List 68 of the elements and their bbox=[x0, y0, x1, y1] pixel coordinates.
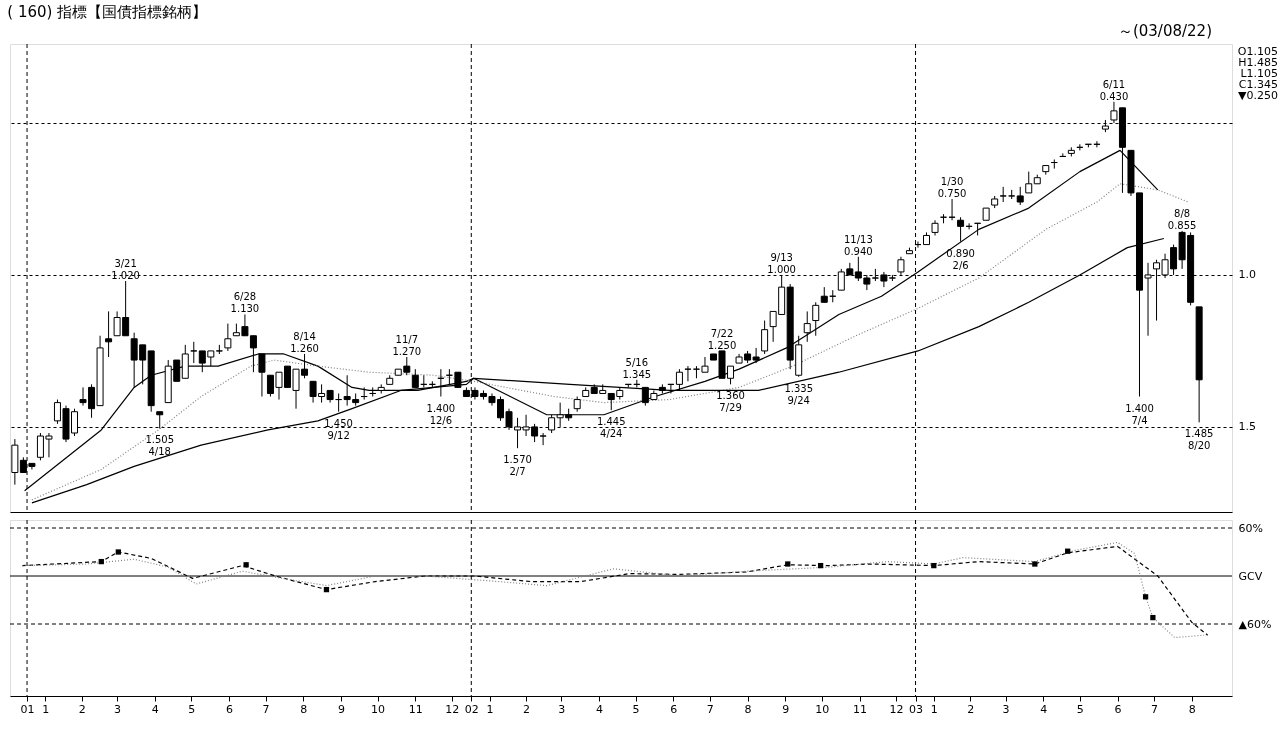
x-tick-label: 6 bbox=[1114, 702, 1122, 716]
x-tick-label: 12 bbox=[445, 702, 460, 716]
y-tick-label: GCV bbox=[1238, 569, 1263, 583]
text: H1.485 bbox=[1238, 56, 1278, 69]
annotation: 9/13 1.000 bbox=[767, 251, 796, 275]
x-tick-label: 7 bbox=[1151, 702, 1159, 716]
x-tick-label: 5 bbox=[188, 702, 196, 716]
x-tick-label: 3 bbox=[558, 702, 566, 716]
x-tick-label: 01 bbox=[20, 702, 35, 716]
x-tick-label: 4 bbox=[1040, 702, 1048, 716]
text: ▼0.250 bbox=[1238, 89, 1278, 102]
x-tick-label: 8 bbox=[1188, 702, 1196, 716]
x-tick-label: 2 bbox=[78, 702, 86, 716]
annotation: 6/28 1.130 bbox=[230, 291, 260, 315]
x-tick-label: 7 bbox=[706, 702, 714, 716]
x-tick-label: 8 bbox=[744, 702, 752, 716]
annotation: 0.890 2/6 bbox=[946, 247, 975, 271]
annotation: 1/30 0.750 bbox=[937, 175, 967, 199]
y-tick-label: 1.0 bbox=[1238, 268, 1256, 282]
x-tick-label: 5 bbox=[632, 702, 640, 716]
x-tick-label: 02 bbox=[464, 702, 479, 716]
x-tick-label: 3 bbox=[114, 702, 122, 716]
chart-subtitle: ～(03/08/22) bbox=[1117, 22, 1212, 40]
x-tick-label: 2 bbox=[523, 702, 531, 716]
text: C1.345 bbox=[1238, 78, 1278, 91]
x-tick-label: 3 bbox=[1002, 702, 1010, 716]
x-tick-label: 12 bbox=[889, 702, 904, 716]
annotation: 8/8 0.855 bbox=[1167, 207, 1197, 231]
x-tick-label: 5 bbox=[1076, 702, 1084, 716]
x-tick-label: 7 bbox=[262, 702, 270, 716]
x-tick-label: 1 bbox=[486, 702, 494, 716]
annotation: 3/21 1.020 bbox=[111, 258, 140, 282]
x-tick-label: 9 bbox=[338, 702, 346, 716]
x-tick-label: 8 bbox=[300, 702, 308, 716]
y-tick-label: 1.5 bbox=[1238, 420, 1256, 434]
annotation: 1.335 9/24 bbox=[784, 382, 814, 406]
x-tick-label: 4 bbox=[596, 702, 604, 716]
text: L1.105 bbox=[1240, 67, 1278, 80]
annotation: 1.450 9/12 bbox=[324, 417, 353, 441]
x-tick-label: 6 bbox=[226, 702, 234, 716]
annotation: 1.505 4/18 bbox=[145, 434, 175, 458]
chart-title: ( 160) 指標【国債指標銘柄】 bbox=[7, 3, 208, 21]
annotation: 1.400 7/4 bbox=[1125, 402, 1154, 426]
x-tick-label: 10 bbox=[815, 702, 830, 716]
text: O1.105 bbox=[1237, 45, 1278, 58]
x-tick-label: 6 bbox=[670, 702, 678, 716]
annotation: 6/11 0.430 bbox=[1099, 78, 1129, 102]
annotation: 7/22 1.250 bbox=[707, 327, 737, 351]
annotation: 11/7 1.270 bbox=[392, 334, 422, 358]
annotation: 11/13 0.940 bbox=[843, 233, 873, 257]
x-tick-label: 11 bbox=[408, 702, 423, 716]
annotation: 5/16 1.345 bbox=[622, 356, 652, 380]
x-tick-label: 4 bbox=[151, 702, 159, 716]
annotation: 1.570 2/7 bbox=[503, 454, 532, 478]
y-tick-label: ▲60% bbox=[1238, 617, 1272, 631]
x-tick-label: 1 bbox=[42, 702, 50, 716]
x-tick-label: 11 bbox=[853, 702, 868, 716]
annotation: 1.360 7/29 bbox=[716, 390, 745, 414]
x-tick-label: 2 bbox=[967, 702, 975, 716]
x-tick-label: 9 bbox=[782, 702, 790, 716]
annotation: 1.400 12/6 bbox=[426, 402, 456, 426]
y-tick-label: 60% bbox=[1238, 521, 1263, 535]
annotation: 8/14 1.260 bbox=[290, 330, 319, 354]
x-tick-label: 03 bbox=[909, 702, 924, 716]
annotation: 1.445 4/24 bbox=[596, 416, 626, 440]
x-tick-label: 10 bbox=[371, 702, 386, 716]
annotation: 1.485 8/20 bbox=[1184, 428, 1214, 452]
x-tick-label: 1 bbox=[930, 702, 938, 716]
